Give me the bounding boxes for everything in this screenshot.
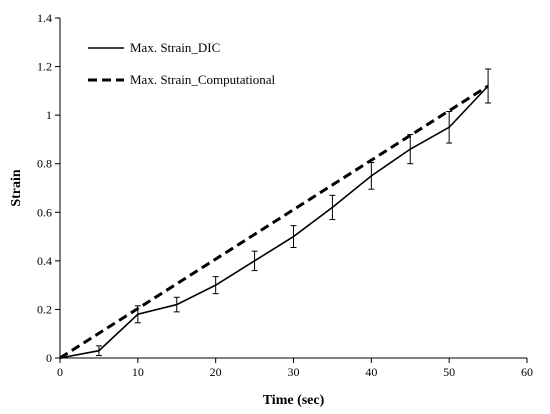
legend-label-dic: Max. Strain_DIC xyxy=(130,40,220,55)
x-tick-label: 40 xyxy=(365,365,377,379)
legend-label-computational: Max. Strain_Computational xyxy=(130,72,276,87)
x-tick-label: 50 xyxy=(443,365,455,379)
y-axis-title: Strain xyxy=(9,169,24,207)
y-axis-ticks: 0 0.2 0.4 0.6 0.8 1 1.2 1.4 xyxy=(37,11,60,365)
y-tick-label: 1.4 xyxy=(37,11,52,25)
x-tick-label: 10 xyxy=(132,365,144,379)
y-tick-label: 1.2 xyxy=(37,60,52,74)
y-tick-label: 0.6 xyxy=(37,205,52,219)
x-axis-title: Time (sec) xyxy=(263,393,325,408)
y-tick-label: 0.8 xyxy=(37,157,52,171)
y-tick-label: 1 xyxy=(46,108,52,122)
y-tick-label: 0 xyxy=(46,351,52,365)
series-layer xyxy=(59,68,492,360)
series-line-dic xyxy=(59,85,489,359)
chart-axes xyxy=(59,18,527,359)
x-tick-label: 20 xyxy=(210,365,222,379)
y-tick-label: 0.4 xyxy=(37,254,52,268)
y-tick-label: 0.2 xyxy=(37,302,52,316)
legend: Max. Strain_DIC Max. Strain_Computationa… xyxy=(88,40,276,87)
x-tick-label: 30 xyxy=(288,365,300,379)
x-tick-label: 60 xyxy=(521,365,533,379)
series-line-computational xyxy=(59,84,489,360)
x-tick-label: 0 xyxy=(57,365,63,379)
x-axis-ticks: 0 10 20 30 40 50 60 xyxy=(57,358,533,379)
